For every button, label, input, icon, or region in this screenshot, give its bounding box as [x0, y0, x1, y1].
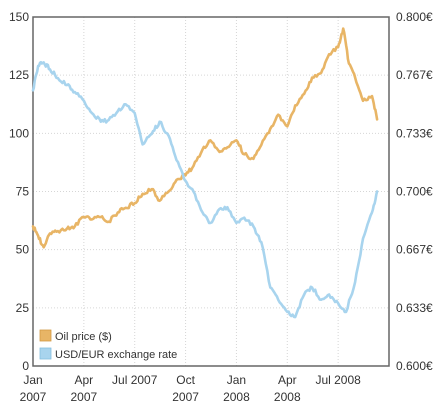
series-line-usd-eur — [31, 60, 379, 319]
left-tick-label: 0 — [22, 359, 29, 373]
left-tick-label: 125 — [9, 68, 29, 82]
legend-swatch-usd-eur — [39, 347, 52, 360]
x-tick-label-year: 2007 — [71, 390, 98, 404]
left-tick-label: 150 — [9, 10, 29, 24]
left-tick-label: 50 — [16, 243, 30, 257]
left-tick-label: 100 — [9, 126, 29, 140]
plot-frame — [32, 16, 390, 367]
x-tick-label: Jan — [23, 373, 42, 387]
legend-label-oil: Oil price ($) — [55, 331, 112, 343]
x-tick-label: Jan — [227, 373, 246, 387]
x-tick-label: Oct — [176, 373, 195, 387]
right-tick-label: 0.800€ — [396, 10, 433, 24]
x-tick-label: Apr — [278, 373, 297, 387]
x-tick-label: Jul 2008 — [315, 373, 361, 387]
x-tick-label-year: 2007 — [172, 390, 199, 404]
left-tick-label: 75 — [16, 185, 30, 199]
series-layer — [31, 27, 379, 319]
x-tick-label-year: 2008 — [274, 390, 301, 404]
legend-swatch-oil — [39, 329, 52, 342]
right-tick-label: 0.667€ — [396, 243, 433, 257]
legend-label-usd-eur: USD/EUR exchange rate — [55, 349, 177, 361]
x-tick-label: Jul 2007 — [112, 373, 158, 387]
right-tick-label: 0.600€ — [396, 359, 433, 373]
x-tick-label: Apr — [75, 373, 94, 387]
series-line-oil-price — [31, 27, 379, 249]
legend: Oil price ($) USD/EUR exchange rate — [39, 329, 177, 361]
right-tick-label: 0.700€ — [396, 185, 433, 199]
right-axis-ticks: 0.600€ 0.633€ 0.667€ 0.700€ 0.733€ 0.767€ 0.80… — [396, 10, 433, 373]
left-axis-ticks: 0 25 50 75 100 125 150 — [9, 10, 29, 373]
x-tick-label-year: 2008 — [223, 390, 250, 404]
grid-layer — [33, 17, 389, 366]
left-tick-label: 25 — [16, 301, 30, 315]
right-tick-label: 0.767€ — [396, 68, 433, 82]
right-tick-label: 0.633€ — [396, 301, 433, 315]
x-axis-ticks: Jan 2007 Apr 2007 Jul 2007 Oct 2007 Jan 2008 Apr 2… — [20, 373, 362, 404]
x-tick-label-year: 2007 — [20, 390, 47, 404]
right-tick-label: 0.733€ — [396, 126, 433, 140]
